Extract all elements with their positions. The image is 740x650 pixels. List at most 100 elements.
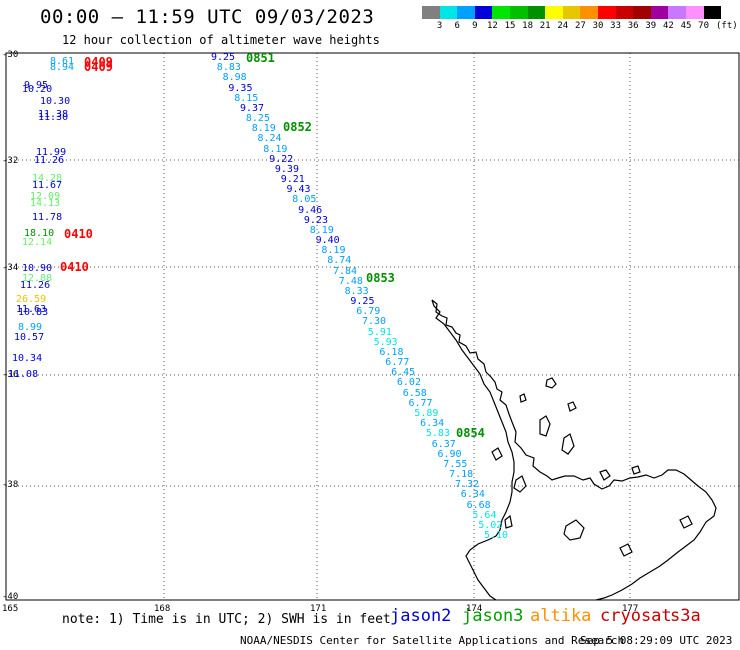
color-scale-swatch: [545, 6, 563, 19]
island: [545, 377, 557, 389]
satellite-name: altika: [530, 606, 592, 626]
color-scale-swatch: [615, 6, 634, 19]
satellite-name: jason2: [390, 606, 452, 626]
color-scale-unit: (ft): [716, 21, 738, 31]
wave-height-value: 6.58: [402, 387, 427, 399]
wave-height-value: 5.10: [484, 530, 509, 541]
island: [519, 393, 527, 403]
latitude-tick-label: -38: [2, 480, 19, 490]
island: [631, 465, 641, 475]
wave-height-value: 9.37: [240, 102, 265, 114]
color-scale-swatch: [510, 6, 528, 19]
latitude-tick-label: -30: [2, 50, 19, 60]
color-scale-swatch: [562, 6, 581, 19]
wave-height-value: 8.94: [50, 62, 75, 73]
wave-height-value: 8.33: [344, 285, 369, 297]
footer-credit: NOAA/NESDIS Center for Satellite Applica…: [240, 634, 625, 647]
wave-height-value: 9.25: [211, 52, 236, 63]
wave-height-value: 8.05: [292, 194, 317, 206]
wave-height-value: 14.13: [30, 198, 61, 209]
longitude-tick-label: 168: [154, 604, 171, 614]
color-scale-label: 42: [662, 21, 674, 31]
wave-height-value: 5.02: [478, 519, 503, 531]
color-scale-swatch: [474, 6, 493, 19]
wave-height-value: 8.19: [251, 123, 276, 135]
page-title: 00:00 — 11:59 UTC 09/03/2023: [40, 6, 375, 28]
wave-height-value: 8.83: [216, 62, 241, 74]
color-scale-label: 18: [522, 21, 534, 31]
wave-height-value: 6.90: [437, 448, 462, 460]
pass-time-label: 0854: [456, 426, 485, 440]
pass-time-label: 0852: [283, 120, 312, 134]
wave-height-value: 7.32: [455, 479, 480, 491]
color-scale-label: 45: [680, 21, 692, 31]
north-island-coast: [431, 299, 717, 601]
pass-time-label: 0409: [84, 60, 113, 74]
wave-height-value: 11.99: [36, 147, 67, 158]
color-scale-swatch: [650, 6, 669, 19]
color-scale-label: 21: [539, 21, 551, 31]
longitude-tick-label: 171: [310, 604, 327, 614]
wave-height-value: 11.63: [16, 304, 47, 315]
color-scale-swatch: [422, 6, 440, 19]
island: [504, 514, 513, 529]
color-scale-label: 9: [472, 21, 478, 31]
wave-height-value: 18.10: [24, 228, 55, 239]
longitude-tick-label: 174: [466, 604, 483, 614]
wave-height-value: 8.98: [222, 72, 247, 84]
wave-height-value: 11.78: [32, 212, 63, 223]
pass-time-label: 0410: [60, 260, 89, 274]
color-scale-swatch: [527, 6, 546, 19]
wave-height-value: 9.43: [286, 184, 311, 196]
inlet: [679, 515, 693, 529]
wave-height-value: 6.77: [408, 397, 433, 409]
color-scale-label: 39: [645, 21, 657, 31]
color-scale-swatch: [457, 6, 475, 19]
inlet: [491, 447, 503, 461]
wave-height-value: 10.57: [14, 332, 45, 343]
footer-generated-time: Sep 5 08:29:09 UTC 2023: [580, 634, 733, 647]
island: [539, 415, 551, 437]
color-scale-label: 3: [436, 21, 443, 31]
color-scale-swatch: [598, 6, 616, 19]
wave-height-value: 9.23: [303, 214, 328, 226]
color-scale-label: 15: [504, 21, 516, 31]
wave-height-value: 10.30: [40, 96, 71, 107]
inlet: [563, 519, 585, 541]
north-island-west-coast: [431, 299, 515, 601]
wave-height-value: 10.20: [22, 84, 53, 95]
wave-height-value: 12.14: [22, 237, 53, 248]
coastline: [431, 299, 717, 601]
island: [561, 433, 575, 455]
wave-height-value: 7.84: [333, 265, 358, 277]
wave-height-value: 9.46: [298, 204, 323, 216]
island: [599, 469, 611, 481]
wave-height-value: 8.24: [257, 133, 282, 145]
wave-height-value: 10.34: [12, 353, 43, 364]
wave-height-value: 7.48: [338, 275, 363, 287]
longitude-tick-label: 177: [622, 604, 639, 614]
wave-height-value: 9.40: [315, 235, 340, 247]
wave-height-value: 5.64: [472, 509, 497, 521]
latitude-tick-label: -34: [2, 263, 19, 273]
wave-height-value: 8.19: [321, 245, 346, 257]
wave-height-value: 12.09: [30, 191, 61, 202]
color-scale-label: 36: [627, 21, 639, 31]
color-scale-swatch: [439, 6, 458, 19]
wave-height-value: 6.45: [391, 367, 416, 379]
wave-height-value: 11.30: [38, 112, 69, 123]
wave-height-value: 11.67: [32, 180, 63, 191]
wave-height-value: 9.22: [269, 153, 294, 165]
wave-height-value: 6.79: [356, 306, 381, 318]
satellite-name: s3a: [670, 606, 701, 626]
wave-height-value: 6.77: [385, 357, 410, 369]
wave-height-value: 6.34: [460, 489, 485, 501]
color-scale-swatch: [686, 6, 704, 19]
color-scale-label: 24: [557, 21, 569, 31]
wave-height-value: 11.26: [34, 155, 65, 166]
pass-time-label: 0409: [84, 55, 113, 69]
color-scale-swatch: [633, 6, 651, 19]
footer-note: note: 1) Time is in UTC; 2) SWH is in fe…: [62, 612, 391, 627]
wave-height-value: 12.88: [22, 273, 53, 284]
wave-height-value: 8.25: [245, 113, 270, 124]
